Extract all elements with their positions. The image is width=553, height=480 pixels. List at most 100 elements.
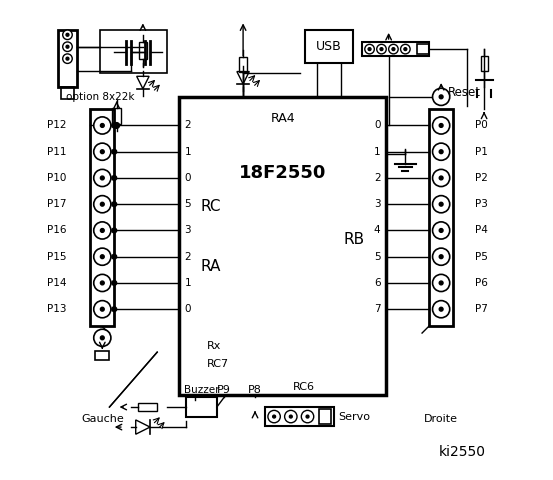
Circle shape bbox=[439, 255, 443, 259]
Circle shape bbox=[368, 48, 371, 50]
Circle shape bbox=[93, 143, 111, 160]
Circle shape bbox=[380, 48, 383, 50]
Text: P12: P12 bbox=[47, 120, 66, 131]
Circle shape bbox=[392, 48, 395, 50]
Text: RA4: RA4 bbox=[270, 112, 295, 125]
Circle shape bbox=[389, 44, 398, 54]
Circle shape bbox=[268, 410, 280, 423]
Circle shape bbox=[432, 222, 450, 239]
Text: Rx: Rx bbox=[207, 341, 222, 351]
Circle shape bbox=[101, 336, 104, 340]
Circle shape bbox=[432, 88, 450, 106]
Circle shape bbox=[62, 54, 72, 63]
Circle shape bbox=[93, 169, 111, 187]
Circle shape bbox=[93, 329, 111, 347]
Text: P16: P16 bbox=[47, 226, 66, 236]
Text: option 8x22k: option 8x22k bbox=[66, 92, 134, 102]
Text: 5: 5 bbox=[374, 252, 380, 262]
Text: P6: P6 bbox=[474, 278, 487, 288]
Text: 2: 2 bbox=[184, 252, 191, 262]
Circle shape bbox=[439, 281, 443, 285]
Circle shape bbox=[101, 202, 104, 206]
Circle shape bbox=[112, 228, 117, 233]
Circle shape bbox=[93, 222, 111, 239]
Text: 1: 1 bbox=[184, 278, 191, 288]
Text: P3: P3 bbox=[474, 199, 487, 209]
Text: P0: P0 bbox=[474, 120, 487, 131]
Circle shape bbox=[439, 123, 443, 127]
Circle shape bbox=[62, 30, 72, 39]
Text: Gauche: Gauche bbox=[81, 414, 124, 424]
Text: 2: 2 bbox=[374, 173, 380, 183]
Circle shape bbox=[439, 95, 443, 99]
Circle shape bbox=[112, 176, 117, 180]
Circle shape bbox=[114, 122, 119, 128]
Text: P4: P4 bbox=[474, 226, 487, 236]
Text: P9: P9 bbox=[217, 385, 231, 395]
Text: 2: 2 bbox=[184, 120, 191, 131]
Text: 0: 0 bbox=[184, 173, 191, 183]
Text: Servo: Servo bbox=[338, 411, 371, 421]
Text: 1: 1 bbox=[374, 147, 380, 156]
Text: 3: 3 bbox=[374, 199, 380, 209]
Circle shape bbox=[306, 415, 309, 418]
Text: P1: P1 bbox=[474, 147, 487, 156]
Text: 0: 0 bbox=[374, 120, 380, 131]
Text: Buzzer: Buzzer bbox=[184, 385, 219, 395]
Text: 4: 4 bbox=[374, 226, 380, 236]
Circle shape bbox=[432, 143, 450, 160]
Circle shape bbox=[285, 410, 297, 423]
Circle shape bbox=[112, 281, 117, 285]
Circle shape bbox=[101, 255, 104, 259]
Text: P11: P11 bbox=[47, 147, 66, 156]
Circle shape bbox=[93, 117, 111, 134]
Circle shape bbox=[365, 44, 374, 54]
Circle shape bbox=[439, 307, 443, 311]
Text: 0: 0 bbox=[184, 304, 191, 314]
Circle shape bbox=[66, 57, 69, 60]
Text: 6: 6 bbox=[374, 278, 380, 288]
Circle shape bbox=[432, 300, 450, 318]
Circle shape bbox=[439, 228, 443, 232]
Circle shape bbox=[112, 149, 117, 154]
Text: RC6: RC6 bbox=[293, 382, 315, 392]
Circle shape bbox=[404, 48, 407, 50]
Text: P17: P17 bbox=[47, 199, 66, 209]
Circle shape bbox=[62, 42, 72, 51]
Text: Droite: Droite bbox=[424, 414, 458, 424]
Circle shape bbox=[101, 176, 104, 180]
Text: Reset: Reset bbox=[448, 85, 481, 98]
Text: P10: P10 bbox=[47, 173, 66, 183]
Circle shape bbox=[112, 307, 117, 312]
Circle shape bbox=[439, 150, 443, 154]
Circle shape bbox=[289, 415, 292, 418]
Text: P7: P7 bbox=[474, 304, 487, 314]
Circle shape bbox=[432, 248, 450, 265]
Circle shape bbox=[439, 202, 443, 206]
Text: P13: P13 bbox=[47, 304, 66, 314]
Circle shape bbox=[101, 123, 104, 127]
Text: P5: P5 bbox=[474, 252, 487, 262]
Text: USB: USB bbox=[316, 40, 342, 53]
Text: 5: 5 bbox=[184, 199, 191, 209]
Text: 7: 7 bbox=[374, 304, 380, 314]
Circle shape bbox=[93, 196, 111, 213]
Text: RC7: RC7 bbox=[207, 359, 229, 369]
Text: RA: RA bbox=[200, 259, 221, 274]
Circle shape bbox=[101, 228, 104, 232]
Circle shape bbox=[101, 150, 104, 154]
Circle shape bbox=[400, 44, 410, 54]
Circle shape bbox=[432, 275, 450, 291]
Circle shape bbox=[101, 307, 104, 311]
Circle shape bbox=[93, 300, 111, 318]
Circle shape bbox=[66, 45, 69, 48]
Circle shape bbox=[432, 196, 450, 213]
Circle shape bbox=[101, 281, 104, 285]
Text: RC: RC bbox=[200, 199, 221, 214]
Text: 1: 1 bbox=[184, 147, 191, 156]
Text: ki2550: ki2550 bbox=[439, 445, 486, 459]
Circle shape bbox=[112, 254, 117, 259]
Text: RB: RB bbox=[343, 232, 364, 248]
Circle shape bbox=[439, 176, 443, 180]
Circle shape bbox=[93, 275, 111, 291]
